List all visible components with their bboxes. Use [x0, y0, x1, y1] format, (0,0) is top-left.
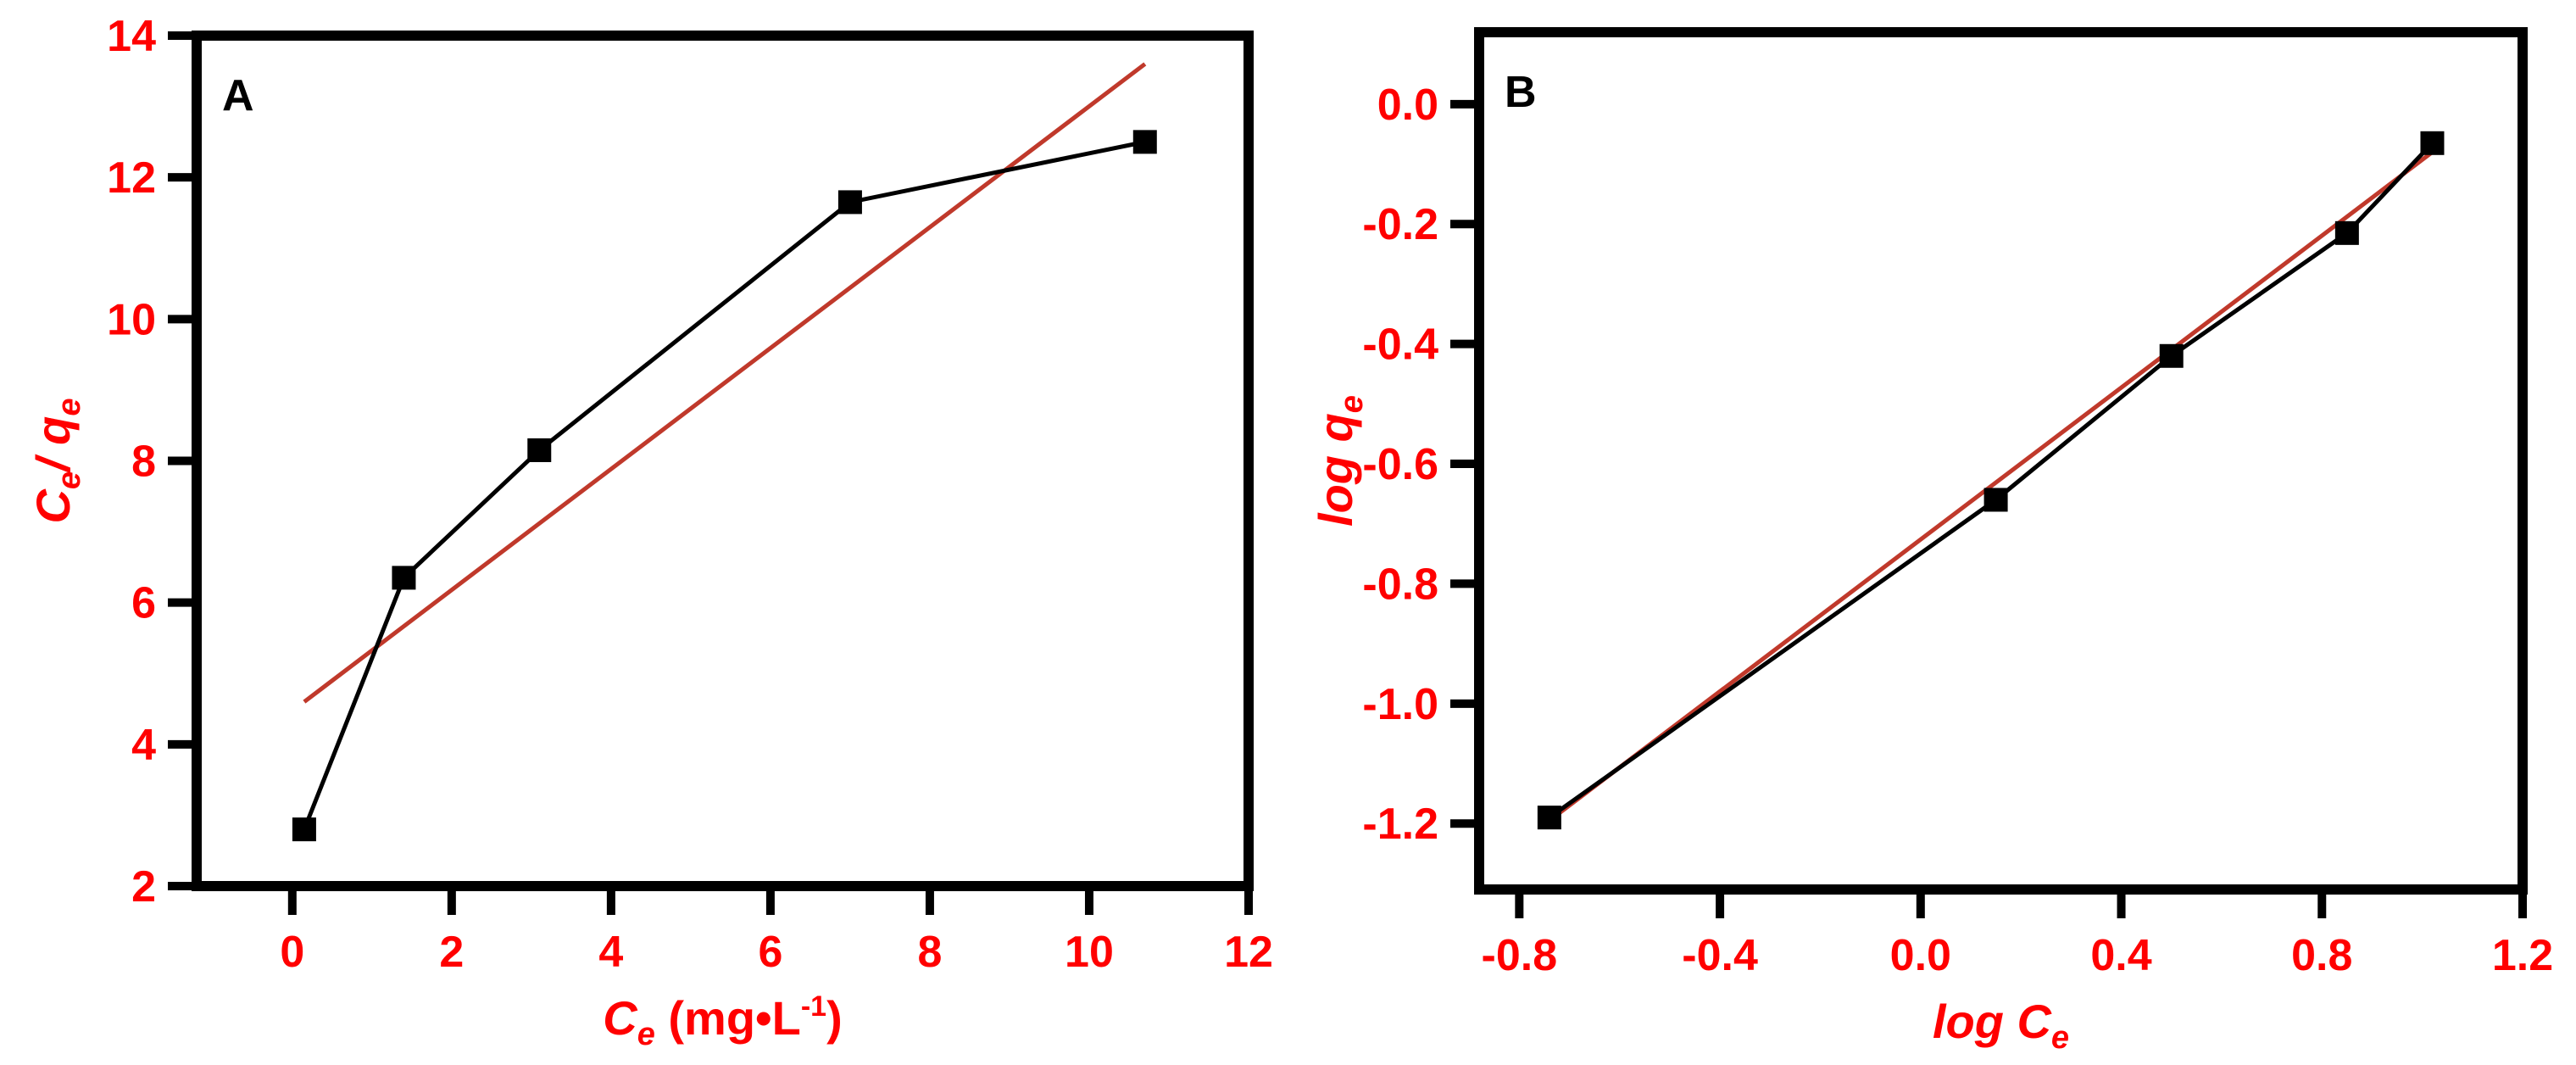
- y-tick-label: 10: [107, 295, 156, 344]
- panel-letter: B: [1505, 68, 1537, 117]
- y-tick-label: -0.2: [1362, 200, 1438, 249]
- y-tick-label: -1.0: [1362, 680, 1438, 729]
- y-tick-label: 6: [131, 579, 156, 628]
- x-title-units: (mg•L: [655, 991, 801, 1045]
- x-title-symbol: C: [603, 991, 638, 1045]
- x-tick-label: 1.2: [2492, 931, 2553, 980]
- data-point: [837, 190, 862, 215]
- y-title-symbol: log q: [1309, 413, 1362, 527]
- y-title-symbol-q: q: [26, 416, 80, 445]
- x-tick-label: 6: [758, 928, 782, 977]
- y-tick-label: -0.4: [1362, 321, 1438, 370]
- x-tick-label: 0.0: [1890, 931, 1951, 980]
- data-line: [302, 139, 1146, 831]
- y-tick-label: 12: [107, 153, 156, 203]
- x-tick-label: 10: [1065, 928, 1114, 977]
- x-title-subscript: e: [2051, 1020, 2069, 1056]
- data-point: [1537, 806, 1561, 830]
- y-axis-title: log qe: [1309, 395, 1370, 527]
- x-axis-title: Ce (mg•L-1): [603, 990, 843, 1052]
- x-tick-label: 0.4: [2090, 931, 2151, 980]
- y-title-subscript-q: e: [52, 398, 87, 415]
- data-point: [292, 817, 316, 842]
- data-point: [2334, 220, 2359, 245]
- y-tick-label: 0.0: [1377, 81, 1438, 130]
- x-tick-label: 4: [598, 928, 623, 977]
- y-title-subscript: e: [1334, 395, 1370, 413]
- y-title-separator: /: [26, 445, 80, 474]
- panel-letter: A: [222, 71, 254, 120]
- x-tick-label: 2: [439, 928, 464, 977]
- data-point: [392, 566, 416, 590]
- y-tick-label: 14: [107, 12, 156, 61]
- plot-frame: [1474, 27, 2528, 895]
- x-tick-label: 0.8: [2291, 931, 2352, 980]
- data-point: [2420, 131, 2445, 155]
- x-tick-label: -0.4: [1682, 931, 1758, 980]
- data-point: [527, 438, 552, 462]
- y-title-subscript-c: e: [52, 471, 87, 489]
- x-tick-label: 8: [917, 928, 942, 977]
- x-title-subscript: e: [637, 1017, 655, 1052]
- y-tick-label: 8: [131, 438, 156, 487]
- x-tick-label: 12: [1224, 928, 1273, 977]
- x-tick-label: -0.8: [1482, 931, 1558, 980]
- plot-frame: [192, 31, 1254, 891]
- y-tick-label: -1.2: [1362, 800, 1438, 849]
- data-point: [1132, 130, 1157, 154]
- data-point: [2159, 343, 2184, 368]
- data-line: [1548, 142, 2434, 820]
- fit-line: [1548, 150, 2434, 822]
- y-tick-label: -0.6: [1362, 440, 1438, 489]
- x-tick-label: 0: [280, 928, 304, 977]
- fit-line: [303, 62, 1147, 704]
- data-point: [1983, 488, 2008, 512]
- x-title-close: ): [826, 991, 843, 1045]
- panel-b-chart: -0.8 -0.4 0.0 0.4 0.8 1.2 0.0 -0.2 -0.4 -0.6 -0.8 -…: [1309, 27, 2553, 1056]
- y-axis-title: Ce/ qe: [26, 398, 87, 523]
- y-tick-label: 4: [131, 721, 156, 770]
- y-tick-label: 2: [131, 862, 156, 912]
- y-title-symbol-c: C: [26, 488, 80, 524]
- x-axis-title: log Ce: [1933, 995, 2069, 1056]
- y-tick-label: -0.8: [1362, 560, 1438, 609]
- x-title-symbol: log C: [1933, 995, 2053, 1048]
- x-title-superscript: -1: [801, 990, 826, 1023]
